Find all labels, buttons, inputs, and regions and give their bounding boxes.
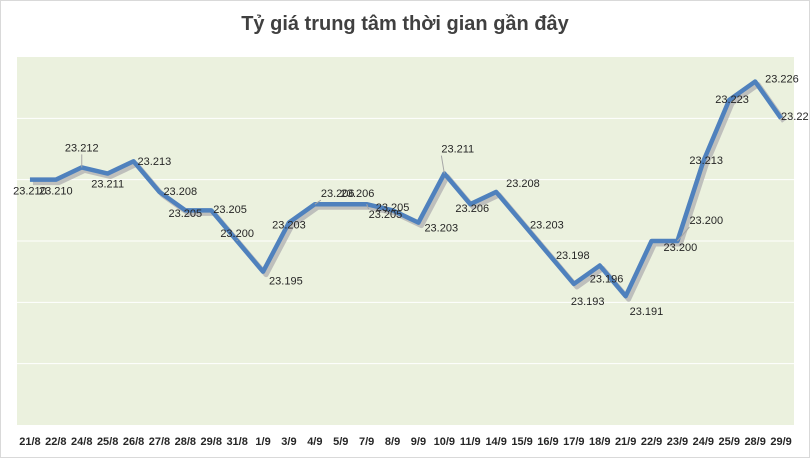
leader-line xyxy=(440,155,445,174)
leader-line xyxy=(314,199,322,205)
x-tick-label: 28/9 xyxy=(744,436,765,448)
x-tick-label: 31/8 xyxy=(226,436,247,448)
x-tick-label: 5/9 xyxy=(333,436,348,448)
series-path xyxy=(29,79,783,299)
x-tick-label: 25/8 xyxy=(97,436,118,448)
data-label: 23.208 xyxy=(506,178,540,190)
data-label: 23.213 xyxy=(138,156,172,168)
data-label: 23.206 xyxy=(341,188,375,200)
x-tick-label: 23/9 xyxy=(667,436,688,448)
data-label: 23.205 xyxy=(376,202,410,214)
series-line xyxy=(29,79,783,299)
data-label: 23.205 xyxy=(213,204,247,216)
x-tick-label: 16/9 xyxy=(537,436,558,448)
x-tick-label: 4/9 xyxy=(307,436,322,448)
data-label: 23.203 xyxy=(530,220,564,232)
data-label: 23.206 xyxy=(455,203,489,215)
data-label: 23.200 xyxy=(689,215,723,227)
label-leaders xyxy=(81,154,690,242)
data-label: 23.193 xyxy=(571,296,605,308)
data-label: 23.210 xyxy=(13,186,47,198)
data-label: 23.206 xyxy=(321,188,355,200)
data-label: 23.195 xyxy=(269,276,303,288)
x-tick-label: 17/9 xyxy=(563,436,584,448)
x-tick-label: 25/9 xyxy=(719,436,740,448)
x-tick-label: 29/8 xyxy=(201,436,222,448)
leader-line xyxy=(366,204,370,210)
data-label: 23.208 xyxy=(163,186,197,198)
x-tick-label: 29/9 xyxy=(770,436,791,448)
x-tick-label: 22/9 xyxy=(641,436,662,448)
x-tick-label: 28/8 xyxy=(175,436,196,448)
data-label: 23.198 xyxy=(556,250,590,262)
chart-title: Tỷ giá trung tâm thời gian gần đây xyxy=(241,13,569,35)
x-tick-label: 26/8 xyxy=(123,436,144,448)
data-label: 23.210 xyxy=(39,186,73,198)
data-label: 23.205 xyxy=(169,208,203,220)
data-label: 23.211 xyxy=(441,143,474,155)
x-tick-label: 1/9 xyxy=(255,436,270,448)
x-tick-label: 15/9 xyxy=(511,436,532,448)
x-tick-label: 21/8 xyxy=(19,436,40,448)
x-axis-ticks: 21/8 22/8 24/8 25/8 26/8 27/8 28/8 29/8 31/8 1/9 3… xyxy=(19,436,792,448)
data-label: 23.213 xyxy=(689,155,723,167)
data-label: 23.203 xyxy=(424,223,458,235)
x-tick-label: 24/9 xyxy=(693,436,714,448)
data-label: 23.226 xyxy=(765,73,799,85)
data-label: 23.211 xyxy=(91,178,124,190)
leader-line xyxy=(677,226,690,242)
data-label: 23.200 xyxy=(220,228,254,240)
x-tick-label: 18/9 xyxy=(589,436,610,448)
x-tick-label: 8/9 xyxy=(385,436,400,448)
x-tick-label: 11/9 xyxy=(460,436,481,448)
x-tick-label: 9/9 xyxy=(411,436,426,448)
x-tick-label: 22/8 xyxy=(45,436,66,448)
data-label: 23.203 xyxy=(272,220,306,232)
x-tick-label: 21/9 xyxy=(615,436,636,448)
x-tick-label: 3/9 xyxy=(281,436,296,448)
x-tick-label: 24/8 xyxy=(71,436,92,448)
data-label: 23.223 xyxy=(715,94,749,106)
x-tick-label: 14/9 xyxy=(485,436,506,448)
data-label: 23.220 xyxy=(781,111,809,123)
x-tick-label: 27/8 xyxy=(149,436,170,448)
data-label: 23.212 xyxy=(65,142,99,154)
x-tick-label: 7/9 xyxy=(359,436,374,448)
data-label: 23.196 xyxy=(590,273,624,285)
data-label: 23.191 xyxy=(630,306,664,318)
data-label: 23.200 xyxy=(664,242,698,254)
x-tick-label: 10/9 xyxy=(434,436,455,448)
data-label: 23.205 xyxy=(369,209,403,221)
